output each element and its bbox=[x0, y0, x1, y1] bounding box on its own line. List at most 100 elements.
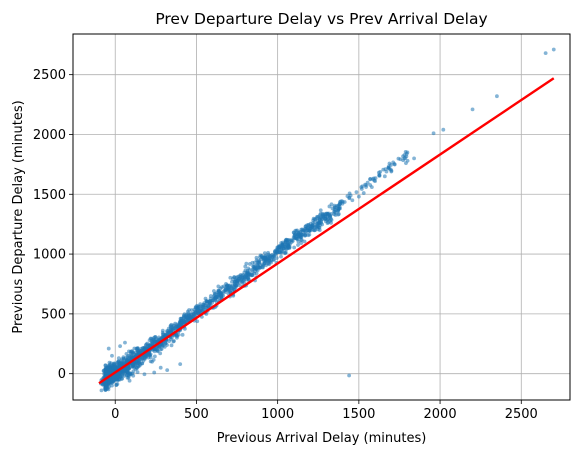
data-point bbox=[184, 314, 189, 319]
data-point bbox=[99, 388, 104, 393]
data-point bbox=[296, 243, 300, 247]
data-point bbox=[107, 360, 112, 365]
data-point bbox=[325, 213, 330, 217]
data-point bbox=[295, 228, 300, 233]
data-point bbox=[112, 378, 116, 383]
data-point bbox=[405, 150, 410, 155]
data-point bbox=[129, 356, 134, 361]
data-point bbox=[148, 359, 153, 364]
data-point bbox=[205, 300, 210, 304]
data-point bbox=[211, 298, 216, 303]
data-point bbox=[252, 271, 257, 276]
y-tick-label: 0 bbox=[58, 367, 66, 382]
x-tick-label: 2000 bbox=[424, 407, 457, 422]
data-point bbox=[135, 370, 140, 375]
data-point bbox=[279, 247, 284, 251]
data-point bbox=[208, 294, 213, 298]
data-point bbox=[431, 131, 436, 136]
data-point bbox=[130, 350, 135, 355]
data-point bbox=[285, 242, 290, 247]
data-point bbox=[396, 156, 401, 161]
data-point bbox=[369, 185, 374, 190]
data-point bbox=[103, 387, 108, 392]
axis-ticks: 0 500 1000 1500 2000 2500 0 500 1000 1500 2000 2500 bbox=[33, 68, 538, 422]
data-point bbox=[298, 233, 303, 238]
y-tick-label: 1500 bbox=[33, 188, 66, 203]
data-point bbox=[314, 224, 318, 229]
data-point bbox=[333, 213, 338, 217]
data-point bbox=[315, 214, 319, 219]
data-point bbox=[195, 319, 200, 324]
data-point bbox=[185, 309, 190, 314]
data-point bbox=[373, 179, 377, 184]
data-point bbox=[135, 346, 140, 351]
data-point bbox=[368, 177, 373, 181]
data-point bbox=[347, 373, 352, 378]
data-point bbox=[120, 370, 124, 375]
data-point bbox=[345, 194, 350, 199]
data-point bbox=[252, 264, 257, 269]
data-point bbox=[119, 357, 124, 362]
grid bbox=[73, 34, 570, 400]
data-point bbox=[127, 349, 131, 354]
x-tick-label: 500 bbox=[184, 407, 209, 422]
data-point bbox=[156, 344, 161, 349]
data-point bbox=[257, 260, 262, 265]
data-point bbox=[318, 208, 323, 213]
data-point bbox=[123, 340, 127, 345]
data-point bbox=[116, 363, 121, 368]
data-point bbox=[169, 325, 174, 330]
data-point bbox=[325, 221, 330, 226]
data-point bbox=[313, 228, 318, 232]
data-point bbox=[206, 304, 211, 308]
data-point bbox=[249, 273, 254, 278]
data-point bbox=[218, 286, 223, 291]
data-point bbox=[293, 236, 298, 241]
data-point bbox=[165, 330, 170, 335]
data-point bbox=[246, 266, 251, 271]
data-point bbox=[243, 268, 248, 273]
data-point bbox=[543, 51, 548, 56]
data-point bbox=[171, 328, 175, 333]
data-point bbox=[178, 362, 183, 367]
data-point bbox=[240, 280, 245, 285]
data-point bbox=[158, 365, 163, 370]
data-point bbox=[189, 312, 194, 317]
data-point bbox=[186, 318, 191, 322]
data-point bbox=[271, 257, 276, 262]
data-point bbox=[387, 166, 392, 171]
data-point bbox=[116, 356, 121, 361]
data-point bbox=[118, 344, 122, 349]
data-point bbox=[106, 370, 111, 375]
data-point bbox=[150, 341, 155, 345]
data-point bbox=[230, 283, 235, 288]
data-point bbox=[189, 316, 194, 320]
data-point bbox=[114, 382, 119, 387]
data-point bbox=[161, 332, 166, 337]
data-point bbox=[266, 250, 270, 255]
data-point bbox=[551, 47, 556, 52]
data-point bbox=[121, 361, 126, 365]
data-point bbox=[180, 332, 185, 337]
data-point bbox=[327, 204, 332, 209]
data-point bbox=[127, 371, 132, 376]
data-point bbox=[112, 375, 116, 379]
data-point bbox=[303, 233, 308, 238]
data-point bbox=[228, 275, 233, 280]
data-point bbox=[203, 296, 208, 301]
data-point bbox=[257, 265, 261, 270]
plot-frame bbox=[72, 33, 571, 401]
y-tick-label: 500 bbox=[41, 307, 66, 322]
data-point bbox=[182, 326, 187, 331]
y-tick-label: 1000 bbox=[33, 248, 66, 263]
data-point bbox=[244, 261, 249, 266]
data-point bbox=[306, 222, 311, 227]
data-point bbox=[338, 201, 342, 206]
data-point bbox=[299, 241, 304, 245]
data-point bbox=[181, 314, 186, 319]
regression-line-layer bbox=[98, 77, 555, 385]
data-point bbox=[116, 374, 120, 379]
data-point bbox=[404, 161, 408, 166]
data-point bbox=[495, 94, 499, 99]
data-point bbox=[110, 353, 114, 358]
